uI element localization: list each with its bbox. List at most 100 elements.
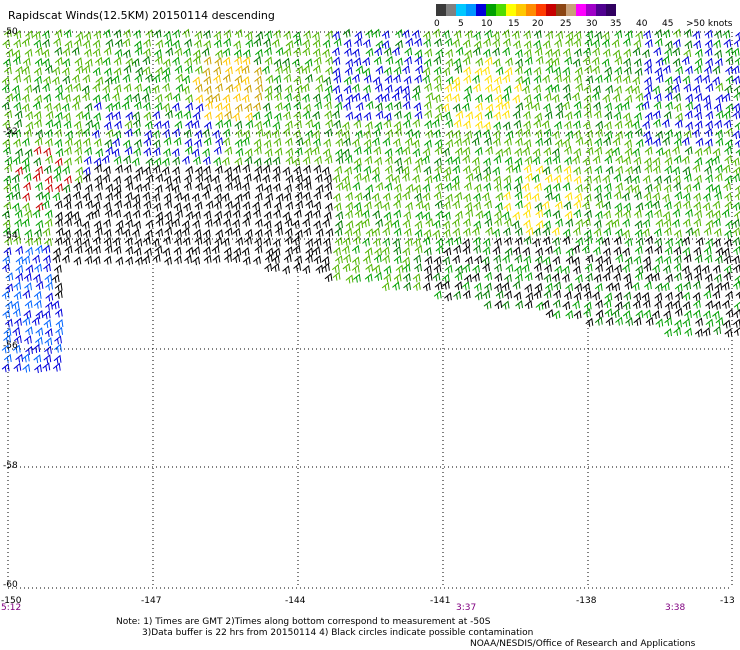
wind-barb (293, 111, 302, 121)
wind-barb (582, 56, 591, 66)
wind-barb (685, 65, 693, 75)
lon-label-144: -144 (285, 596, 306, 606)
wind-barb (114, 120, 122, 130)
wind-barb (225, 83, 234, 93)
wind-barb (75, 64, 84, 75)
wind-barb (221, 192, 230, 202)
wind-barb (484, 217, 493, 227)
wind-barb (573, 48, 582, 58)
wind-barb (255, 128, 264, 138)
wind-barb (565, 31, 574, 41)
wind-barb (312, 137, 321, 147)
wind-barb (462, 165, 471, 175)
wind-barb (522, 209, 531, 219)
grid-lines (7, 31, 733, 589)
wind-barb (594, 210, 603, 220)
wind-barb (152, 147, 161, 157)
wind-barb (493, 175, 502, 185)
wind-barb (584, 137, 593, 148)
wind-barb (381, 40, 390, 50)
wind-barb (43, 164, 52, 174)
wind-barb (673, 130, 682, 140)
wind-barb (302, 155, 311, 165)
wind-barb (21, 37, 30, 47)
wind-barb (293, 75, 302, 85)
wind-barb (575, 82, 584, 92)
wind-barb (283, 47, 292, 57)
wind-barb (734, 122, 740, 131)
wind-barb (444, 156, 453, 166)
wind-barb (493, 182, 502, 192)
wind-barb (664, 165, 673, 175)
wind-barb (704, 29, 713, 39)
wind-barb (155, 173, 164, 183)
wind-barb (381, 92, 390, 103)
wind-barb (553, 164, 562, 174)
wind-barb (603, 227, 612, 237)
wind-barb (44, 209, 53, 219)
wind-barb (502, 191, 511, 201)
wind-barb (552, 209, 561, 219)
wind-barb (32, 209, 41, 219)
wind-barb (702, 201, 711, 211)
lon-label-150: -150 (1, 596, 22, 606)
wind-barb (264, 263, 273, 273)
wind-barb (512, 94, 521, 104)
wind-barb (284, 92, 292, 102)
wind-barb (474, 291, 483, 301)
wind-barb (3, 201, 12, 211)
wind-barb (615, 155, 624, 165)
wind-barb (504, 156, 513, 166)
wind-barb (693, 192, 701, 202)
wind-barb (1, 290, 10, 300)
wind-barb (274, 147, 283, 157)
wind-barb (663, 255, 672, 265)
wind-barb (354, 129, 363, 139)
wind-barb (733, 301, 740, 311)
wind-barb (633, 316, 642, 326)
wind-barb (323, 92, 332, 102)
wind-barb (565, 310, 574, 320)
wind-barb (52, 191, 61, 201)
wind-barb (583, 301, 592, 311)
wind-barb (484, 93, 493, 103)
wind-barb (732, 75, 740, 85)
wind-barb (3, 183, 12, 193)
wind-barb (15, 264, 24, 274)
wind-barb (63, 200, 72, 210)
wind-barb (402, 191, 411, 201)
wind-barb (342, 148, 350, 158)
wind-barb (604, 130, 613, 140)
wind-barb (172, 29, 181, 39)
wind-barb (534, 112, 543, 122)
wind-barb (93, 30, 102, 40)
wind-barb (202, 67, 211, 77)
wind-barb (475, 57, 484, 67)
wind-barb (282, 166, 291, 176)
wind-barb (641, 291, 650, 301)
wind-barb (172, 56, 180, 66)
wind-barb (554, 38, 562, 48)
wind-barb (563, 173, 572, 183)
wind-barb (515, 75, 524, 85)
wind-barb (181, 192, 190, 202)
wind-barb (562, 235, 571, 245)
wind-barb (714, 29, 722, 39)
wind-barb (133, 220, 141, 230)
wind-barb (301, 83, 310, 93)
wind-barb (224, 200, 233, 210)
wind-barb (152, 164, 161, 174)
wind-barb (543, 184, 552, 194)
wind-barb (362, 191, 371, 201)
wind-barb (272, 182, 281, 192)
wind-barb (113, 209, 122, 219)
wind-barb (24, 209, 33, 219)
wind-barb (541, 119, 550, 129)
wind-barb (54, 138, 63, 148)
wind-barb (442, 200, 451, 210)
wind-barb (393, 255, 402, 265)
wind-barb (434, 199, 443, 209)
wind-barb (533, 289, 542, 299)
wind-barb (133, 29, 141, 39)
wind-barb (514, 175, 523, 185)
